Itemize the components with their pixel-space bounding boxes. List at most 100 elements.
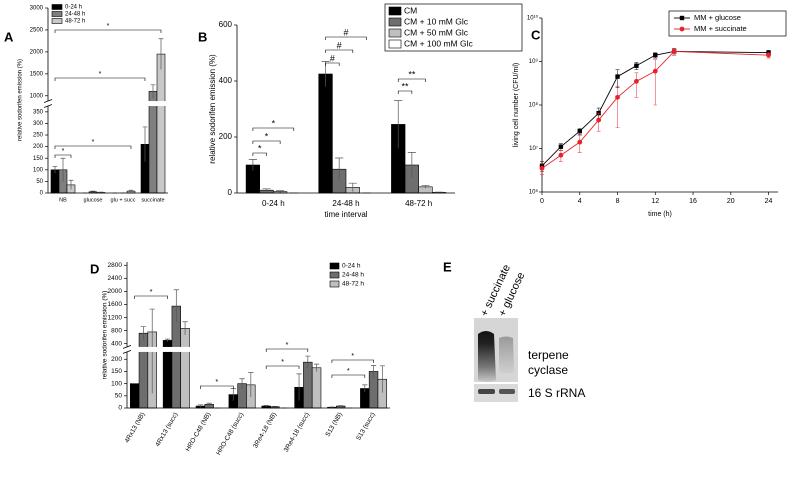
bar [138,332,149,409]
y-tick-label: 2000 [108,288,123,295]
y-tick-label: 150 [33,156,44,162]
legend-swatch [388,28,402,38]
marker [577,128,582,134]
x-axis-label: time interval [324,210,367,219]
error-bar [305,355,311,369]
significance-bracket [54,145,132,149]
significance-label: * [215,377,218,386]
error-bar [313,363,320,372]
y-tick-label: 200 [33,144,44,150]
error-bar [615,85,620,129]
significance-bracket [397,90,413,94]
error-bar [128,189,134,193]
x-tick-label: 20 [727,198,735,205]
x-axis-label: time (h) [648,211,672,218]
x-tick-label: 48-72 h [405,199,432,208]
legend-label: MM + succinate [694,24,747,33]
band-label: 16 S rRNA [528,386,585,400]
x-tick-label: succinate [141,197,164,203]
blot-band [499,389,515,394]
legend-label: 24-48 h [342,272,364,279]
error-bar [239,378,245,389]
y-tick-label: 50 [115,393,123,400]
bar [148,91,158,194]
blot-smear [499,336,514,374]
significance-bracket [265,365,300,369]
marker [558,152,564,158]
x-tick-label: 24 [765,198,773,205]
error-bar [52,165,58,174]
break-mark [122,350,132,354]
y-tick-label: 350 [33,109,44,115]
y-tick-label: 400 [219,76,233,85]
significance-bracket [54,154,72,158]
bar [129,383,140,409]
legend-swatch [51,4,63,10]
significance-label: * [281,357,284,366]
y-tick-label: 2500 [30,28,44,34]
y-tick-label: 1200 [108,314,123,321]
y-axis-label: relative sodorifen emission (%) [208,54,217,164]
y-tick-label: 10⁹ [529,58,539,65]
x-tick-label: 16 [689,198,697,205]
significance-bracket [325,62,340,66]
marker [615,94,620,100]
marker [577,139,583,145]
marker [766,52,771,58]
significance-bracket [54,29,162,33]
marker [652,68,658,74]
legend-swatch [329,262,340,270]
significance-label: # [343,27,348,37]
marker [634,63,639,68]
significance-bracket [54,77,146,81]
axis-break-gap [122,346,390,352]
legend-marker [679,15,685,21]
legend-box [668,10,787,37]
marker [539,165,545,171]
significance-label: * [272,118,276,128]
x-tick-label: 0 [540,198,544,205]
legend-swatch [388,39,402,49]
error-bar [394,100,403,149]
y-tick-label: 10¹⁰ [527,15,539,22]
legend-label: CM [404,5,417,15]
legend-label: CM + 100 mM Glc [404,38,473,48]
error-bar [206,402,212,406]
significance-bracket [200,385,234,389]
y-tick-label: 0 [228,188,233,197]
y-tick-label: 100 [33,167,44,173]
y-tick-label: 10⁸ [529,102,539,109]
error-bar [296,373,302,401]
y-tick-label: 3000 [30,6,44,12]
x-tick-label: glucose [84,197,103,203]
legend-label: MM + glucose [694,13,741,22]
significance-label: * [265,131,269,141]
marker [615,74,620,79]
y-tick-label: 0 [40,191,44,197]
significance-label: ** [402,81,410,91]
error-bar [263,404,269,407]
marker [671,49,677,54]
error-bar [142,126,148,162]
x-tick-label: NB [59,197,67,203]
legend-label: CM + 50 mM Glc [404,27,469,37]
error-bar [653,59,658,106]
x-tick-label: 0-24 h [262,199,285,208]
legend-marker [679,26,685,32]
bar [311,367,322,409]
legend-swatch [388,6,402,16]
significance-bracket [252,152,267,156]
error-bar [173,289,179,323]
y-tick-label: 800 [111,327,122,334]
y-tick-label: 2000 [30,49,44,55]
error-bar [158,38,164,70]
significance-bracket [252,140,281,144]
error-bar [379,365,385,393]
marker [653,52,658,58]
legend-swatch [329,271,340,279]
bar [318,73,333,194]
significance-label: * [62,148,65,155]
y-tick-label: 2400 [108,275,123,282]
